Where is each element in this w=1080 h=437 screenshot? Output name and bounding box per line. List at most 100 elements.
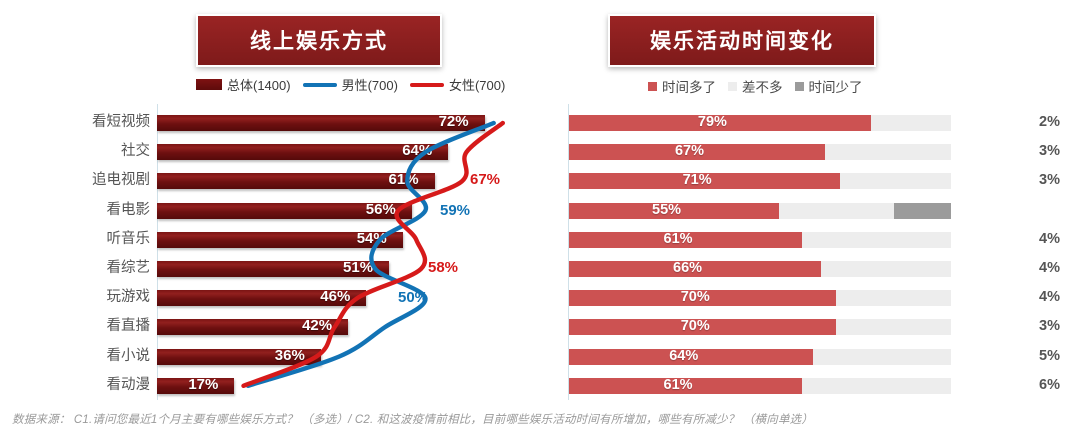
right-chart-legend: 时间多了 差不多 时间少了	[648, 76, 875, 96]
left-chart-axis	[157, 104, 158, 400]
left-chart-bar-value: 42%	[302, 317, 333, 335]
right-chart-more-time-value: 71%	[682, 172, 712, 189]
right-chart-more-time-value: 70%	[680, 289, 710, 306]
right-chart-more-time-segment	[569, 377, 803, 394]
right-chart-bar-track	[569, 377, 951, 394]
right-chart-bar-track	[569, 144, 951, 161]
left-chart-bar	[157, 377, 235, 394]
right-chart-bar-track	[569, 319, 951, 336]
left-chart-category-label: 看动漫	[106, 376, 151, 393]
right-chart-less-time-segment	[893, 202, 951, 219]
right-chart-more-time-segment	[569, 231, 803, 248]
right-panel-title-container: 娱乐活动时间变化	[608, 14, 876, 67]
legend-swatch-about-same-icon	[728, 81, 737, 91]
right-chart-more-time-segment	[569, 115, 871, 131]
left-chart-bar	[157, 319, 349, 336]
male-line-annotation: 50%	[398, 289, 429, 307]
legend-swatch-total-bar-icon	[196, 79, 222, 90]
right-chart-less-time-value: 2%	[1039, 114, 1060, 130]
legend-label-male: 男性(700)	[341, 78, 398, 93]
right-chart-bar-track	[569, 115, 951, 131]
right-chart-less-time-value: 3%	[1039, 143, 1060, 160]
left-chart-bar	[157, 348, 321, 365]
left-chart-category-label: 听音乐	[106, 230, 151, 247]
data-source-footnote: 数据来源： C1.请问您最近1个月主要有哪些娱乐方式？ （多选）/ C2. 和这…	[12, 414, 814, 426]
left-chart-category-label: 玩游戏	[106, 289, 151, 306]
left-chart-bar-value: 61%	[388, 171, 419, 189]
legend-item-female: 女性(700)	[409, 75, 506, 94]
right-chart-less-time-value: 4%	[1039, 230, 1060, 247]
legend-swatch-less-time-icon	[794, 81, 804, 91]
legend-swatch-female-line-icon	[409, 82, 444, 87]
right-chart-more-time-value: 79%	[697, 114, 727, 130]
left-chart-bar-value: 46%	[320, 288, 351, 306]
legend-label-about-same: 差不多	[742, 80, 783, 95]
right-chart-more-time-segment	[569, 348, 814, 365]
right-chart-plot-area: 79% 2% 67% 3% 71% 3% 55% 15% 61% 4% 66% 4% 70% 4% 70% 3…	[569, 104, 1060, 400]
left-chart-bar	[157, 144, 449, 161]
left-chart-category-label: 看综艺	[106, 260, 151, 276]
left-chart-legend: 总体(1400) 男性(700) 女性(700)	[196, 75, 517, 94]
right-chart-more-time-segment	[569, 261, 822, 277]
left-chart-plot-area: 72% 64% 61% 56% 54% 51% 46% 42% 36% 17%	[157, 104, 540, 400]
right-chart-less-time-value: 4%	[1039, 289, 1060, 306]
right-chart-more-time-value: 66%	[673, 260, 703, 276]
right-chart-bar-track	[569, 348, 951, 365]
female-line-annotation: 67%	[470, 171, 501, 189]
left-chart-category-label: 看小说	[106, 347, 151, 364]
right-panel-title: 娱乐活动时间变化	[608, 14, 876, 67]
right-chart-axis	[568, 104, 569, 400]
female-line-annotation: 58%	[428, 259, 459, 276]
left-chart-bar	[157, 290, 367, 307]
right-chart-more-time-segment	[569, 144, 825, 161]
right-chart-bar-track	[569, 202, 951, 219]
left-chart-category-label: 追电视剧	[92, 172, 150, 189]
right-chart-less-time-value: 3%	[1039, 172, 1060, 189]
left-chart-category-label: 看直播	[106, 318, 151, 335]
left-panel-title: 线上娱乐方式	[196, 14, 442, 67]
right-chart-more-time-segment	[569, 202, 780, 219]
right-chart-more-time-segment	[569, 173, 841, 190]
right-chart-less-time-value: 5%	[1039, 347, 1060, 364]
legend-item-less-time: 时间少了	[794, 76, 863, 96]
left-chart-line-overlay	[241, 120, 505, 388]
right-chart-bar-track	[569, 261, 951, 277]
right-chart-less-time-value: 4%	[1039, 260, 1060, 276]
right-chart-more-time-value: 70%	[680, 318, 710, 335]
left-chart-category-label: 看短视频	[92, 114, 150, 130]
right-chart: 79% 2% 67% 3% 71% 3% 55% 15% 61% 4% 66% 4% 70% 4% 70% 3…	[560, 104, 1060, 400]
legend-swatch-more-time-icon	[648, 81, 657, 91]
left-chart-bar	[157, 173, 435, 190]
left-chart-bar	[157, 202, 412, 219]
right-chart-more-time-value: 67%	[674, 143, 704, 160]
right-chart-bar-track	[569, 231, 951, 248]
left-chart-bar-value: 72%	[438, 113, 469, 130]
legend-item-more-time: 时间多了	[648, 76, 716, 96]
right-chart-less-time-value: 6%	[1039, 376, 1060, 393]
legend-label-more-time: 时间多了	[662, 80, 716, 95]
legend-label-less-time: 时间少了	[808, 80, 863, 95]
left-chart-bar	[157, 231, 403, 248]
left-chart-bar-value: 36%	[274, 346, 305, 364]
left-chart-category-label: 社交	[121, 143, 150, 160]
right-chart-bar-track	[569, 173, 951, 190]
male-line-annotation: 59%	[440, 201, 471, 219]
legend-item-about-same: 差不多	[728, 76, 783, 96]
right-chart-bar-track	[569, 290, 951, 307]
right-chart-more-time-value: 64%	[669, 347, 699, 364]
right-chart-less-time-value: 3%	[1039, 318, 1060, 335]
legend-item-total: 总体(1400)	[196, 75, 291, 94]
legend-label-female: 女性(700)	[448, 78, 506, 93]
left-chart-category-label: 看电影	[106, 201, 151, 218]
left-chart: 看短视频 社交 追电视剧 看电影 听音乐 看综艺 玩游戏 看直播 看小说 看动漫 72% 64% 61…	[0, 104, 540, 400]
left-chart-bar	[157, 115, 485, 131]
right-chart-more-time-value: 61%	[663, 230, 693, 247]
left-chart-bar	[157, 261, 390, 277]
left-chart-bar-value: 56%	[365, 200, 396, 218]
right-chart-more-time-value: 61%	[663, 376, 693, 393]
left-chart-bar-value: 17%	[188, 375, 219, 393]
legend-label-total: 总体(1400)	[227, 78, 291, 93]
left-chart-bar-value: 51%	[343, 259, 374, 276]
left-panel-title-container: 线上娱乐方式	[196, 14, 442, 67]
right-chart-less-time-value: 15%	[1004, 201, 1034, 218]
